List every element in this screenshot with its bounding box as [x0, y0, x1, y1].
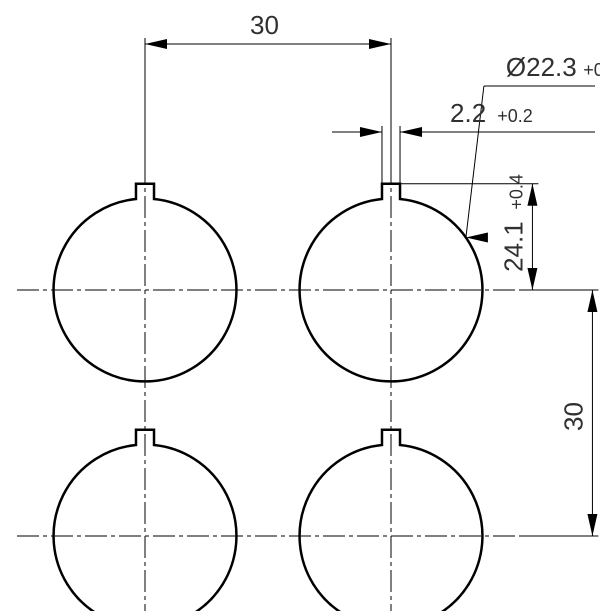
- dim-text: 24.1 +0.4: [498, 174, 528, 272]
- dim-text: 2.2 +0.2: [450, 98, 533, 128]
- dim-value: Ø22.3: [506, 52, 577, 82]
- dim-tolerance: +0.4: [506, 174, 526, 210]
- dim-tolerance: +0.4: [583, 60, 600, 80]
- dim-arrow: [527, 268, 537, 290]
- dim-arrow: [360, 127, 382, 137]
- dim-tolerance: +0.2: [497, 106, 533, 126]
- dim-value: 2.2: [450, 98, 486, 128]
- dim-arrow: [369, 39, 391, 49]
- dim-arrow: [527, 184, 537, 206]
- dim-arrow: [587, 290, 597, 312]
- dim-text: 30: [250, 10, 279, 40]
- dim-text: 30: [558, 402, 588, 431]
- dim-arrow: [400, 127, 422, 137]
- dim-value: 30: [558, 402, 588, 431]
- dim-value: 30: [250, 10, 279, 40]
- dim-arrow: [145, 39, 167, 49]
- dim-text: Ø22.3 +0.4: [506, 52, 600, 82]
- dim-value: 24.1: [498, 221, 528, 272]
- dim-arrow: [587, 514, 597, 536]
